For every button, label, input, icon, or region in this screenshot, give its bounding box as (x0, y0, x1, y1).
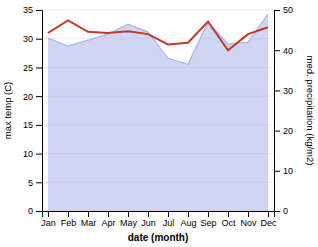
tick: 10 (274, 166, 293, 176)
tick-mark (274, 131, 280, 132)
area-line (48, 14, 268, 64)
tick: 25 (23, 63, 42, 73)
tick-label: 50 (283, 5, 293, 15)
tick: Sep (200, 211, 216, 228)
tick-label: Apr (101, 218, 115, 228)
tick: Jun (141, 211, 156, 228)
x-axis: Jan Feb Mar Apr MayJun Jul Aug Sep Oct NovDec (41, 211, 277, 228)
plot-area (48, 14, 268, 211)
tick-mark (168, 211, 169, 217)
y-axis-title: max temp (C) (2, 82, 13, 140)
tick: 50 (274, 5, 293, 15)
tick: Jan (41, 211, 56, 228)
tick-mark (188, 211, 189, 217)
tick-mark (36, 125, 42, 126)
tick-label: Mar (81, 218, 97, 228)
tick-mark (36, 211, 42, 212)
chart: Jan Feb Mar Apr MayJun Jul Aug Sep Oct NovDec 0 5 10… (0, 0, 318, 247)
tick-label: Sep (200, 218, 216, 228)
tick: Nov (240, 211, 257, 228)
tick-label: 30 (23, 34, 33, 44)
grid-line (42, 10, 274, 11)
tick: May (120, 211, 138, 228)
tick-mark (36, 154, 42, 155)
tick-mark (36, 96, 42, 97)
tick-mark (274, 10, 280, 11)
axis-line (43, 212, 275, 218)
x-axis-title: date (month) (128, 232, 189, 243)
tick-mark (148, 211, 149, 217)
tick-mark (36, 67, 42, 68)
tick: Feb (61, 211, 77, 228)
tick-mark (36, 39, 42, 40)
tick-mark (228, 211, 229, 217)
tick-label: Jan (41, 218, 56, 228)
tick-label: 10 (23, 149, 33, 159)
tick-label: 25 (23, 63, 33, 73)
y-axis: 0 5 10 15 20 25 30 35 (23, 5, 43, 216)
tick: 30 (23, 34, 42, 44)
tick-mark (108, 211, 109, 217)
chart-container: Jan Feb Mar Apr MayJun Jul Aug Sep Oct NovDec 0 5 10… (0, 0, 318, 247)
tick-label: Dec (260, 218, 277, 228)
axis-line (275, 11, 281, 212)
tick-mark (274, 171, 280, 172)
tick-label: 15 (23, 120, 33, 130)
tick: Apr (101, 211, 115, 228)
tick-label: Nov (240, 218, 257, 228)
grid (42, 10, 274, 211)
tick-mark (208, 211, 209, 217)
tick-label: 0 (283, 206, 288, 216)
tick-label: 0 (28, 206, 33, 216)
tick-label: 10 (283, 166, 293, 176)
y2-axis-title: med. precipitation (kg/m2) (305, 56, 316, 166)
tick: 20 (23, 92, 42, 102)
tick: Aug (180, 211, 196, 228)
tick-label: 20 (23, 92, 33, 102)
tick: 5 (28, 178, 42, 188)
tick-mark (48, 211, 49, 217)
tick: Dec (260, 211, 277, 228)
tick: 0 (28, 206, 42, 216)
tick: 35 (23, 5, 42, 15)
tick: 20 (274, 126, 293, 136)
tick-label: 30 (283, 86, 293, 96)
tick-mark (128, 211, 129, 217)
tick-mark (88, 211, 89, 217)
tick-label: 20 (283, 126, 293, 136)
tick-label: 5 (28, 178, 33, 188)
tick-mark (274, 90, 280, 91)
tick: Oct (221, 211, 236, 228)
tick-mark (268, 211, 269, 217)
tick-label: May (120, 218, 138, 228)
tick-label: 40 (283, 46, 293, 56)
tick-mark (36, 182, 42, 183)
tick-label: Feb (61, 218, 77, 228)
tick-mark (68, 211, 69, 217)
axis-line (36, 11, 43, 212)
tick-mark (274, 50, 280, 51)
tick: Mar (81, 211, 97, 228)
tick-mark (274, 211, 280, 212)
line (48, 20, 268, 50)
tick: 10 (23, 149, 42, 159)
tick-label: Oct (221, 218, 236, 228)
area (48, 14, 268, 211)
tick-label: Aug (180, 218, 196, 228)
tick-label: 35 (23, 5, 33, 15)
tick: Jul (163, 211, 175, 228)
tick: 15 (23, 120, 42, 130)
tick-label: Jul (163, 218, 175, 228)
tick: 30 (274, 86, 293, 96)
tick: 0 (274, 206, 288, 216)
tick-mark (36, 10, 42, 11)
tick: 40 (274, 46, 293, 56)
y2-axis: 0 10 20 30 40 50 (274, 5, 293, 216)
tick-mark (248, 211, 249, 217)
tick-label: Jun (141, 218, 156, 228)
